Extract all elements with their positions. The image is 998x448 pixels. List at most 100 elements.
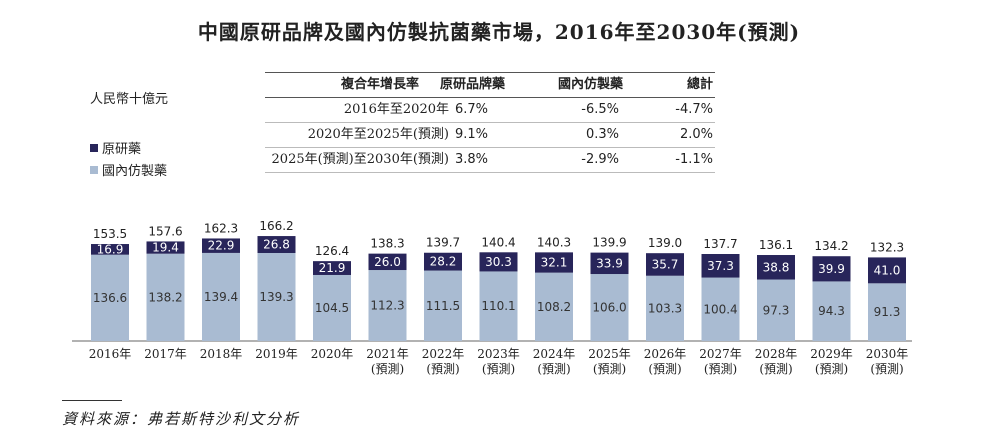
x-tick-note: (預測) xyxy=(759,362,792,376)
cagr-table: 複合年增長率 原研品牌藥 國內仿製藥 總計 2016年至2020年 6.7% -… xyxy=(265,72,715,173)
total-label: 126.4 xyxy=(315,244,349,258)
x-tick-note: (預測) xyxy=(704,362,737,376)
x-tick-label: 2020年 xyxy=(311,347,354,361)
x-tick-note: (預測) xyxy=(815,362,848,376)
x-tick-note: (預測) xyxy=(426,362,459,376)
data-label-originator: 33.9 xyxy=(596,256,623,270)
cagr-originator: 3.8% xyxy=(455,152,489,167)
cagr-header-generic: 國內仿製藥 xyxy=(557,77,623,92)
cagr-originator: 6.7% xyxy=(455,102,489,117)
total-label: 166.2 xyxy=(259,219,293,233)
data-label-generic: 106.0 xyxy=(592,301,626,315)
data-label-generic: 110.1 xyxy=(481,299,515,313)
total-label: 139.0 xyxy=(648,236,682,250)
total-label: 137.7 xyxy=(703,237,737,251)
bar-generic xyxy=(479,271,518,341)
table-row: 2020年至2025年(預測) 9.1% 0.3% 2.0% xyxy=(265,123,715,148)
data-label-generic: 100.4 xyxy=(703,302,737,316)
data-label-originator: 19.4 xyxy=(152,241,179,255)
total-label: 139.7 xyxy=(426,236,460,250)
bar-originator xyxy=(91,244,129,255)
bar-generic xyxy=(701,277,740,341)
x-tick-note: (預測) xyxy=(648,362,681,376)
data-label-generic: 108.2 xyxy=(537,300,571,314)
cagr-table-header: 複合年增長率 原研品牌藥 國內仿製藥 總計 xyxy=(265,72,715,98)
x-tick-label: 2030年 xyxy=(866,347,909,361)
cagr-header-originator: 原研品牌藥 xyxy=(440,77,506,92)
data-label-originator: 22.9 xyxy=(208,239,235,253)
bar-generic xyxy=(368,270,407,341)
cagr-period: 2016年至2020年 xyxy=(343,102,449,117)
legend-label-originator: 原研藥 xyxy=(102,142,142,157)
cagr-period: 2025年(預測)至2030年(預測) xyxy=(271,152,449,167)
total-label: 136.1 xyxy=(759,238,793,252)
data-label-generic: 112.3 xyxy=(370,299,404,313)
bar-originator xyxy=(146,241,185,254)
x-tick-label: 2028年 xyxy=(755,347,798,361)
legend-item-generic: 國內仿製藥 xyxy=(90,160,167,179)
bar-originator xyxy=(368,253,407,271)
bar-generic xyxy=(202,252,240,341)
bar-originator xyxy=(257,236,296,253)
data-label-generic: 111.5 xyxy=(426,299,460,313)
legend-swatch-generic xyxy=(90,166,98,174)
bar-originator xyxy=(646,253,684,276)
cagr-generic: -2.9% xyxy=(581,152,619,167)
bar-generic xyxy=(757,279,795,341)
bar-originator xyxy=(479,252,518,272)
data-label-originator: 28.2 xyxy=(430,255,457,269)
data-label-originator: 38.8 xyxy=(763,260,790,274)
data-label-generic: 104.5 xyxy=(315,301,349,315)
bar-generic xyxy=(91,254,129,341)
source-note: 資料來源：弗若斯特沙利文分析 xyxy=(62,410,301,428)
data-label-generic: 136.6 xyxy=(93,291,127,305)
source-divider xyxy=(62,400,122,401)
x-tick-note: (預測) xyxy=(371,362,404,376)
bar-generic xyxy=(257,252,296,341)
data-label-originator: 26.8 xyxy=(263,238,290,252)
bar-originator xyxy=(202,238,240,253)
bar-generic xyxy=(590,274,629,341)
total-label: 139.9 xyxy=(592,236,626,250)
cagr-generic: -6.5% xyxy=(581,102,619,117)
bar-originator xyxy=(313,261,351,275)
x-tick-label: 2026年 xyxy=(644,347,687,361)
bar-generic xyxy=(313,274,351,341)
bar-originator xyxy=(812,256,851,282)
legend-label-generic: 國內仿製藥 xyxy=(102,164,168,179)
total-label: 140.3 xyxy=(537,235,571,249)
total-label: 140.4 xyxy=(481,235,515,249)
unit-label: 人民幣十億元 xyxy=(90,92,169,107)
data-label-originator: 16.9 xyxy=(97,242,124,256)
cagr-header-period: 複合年增長率 xyxy=(340,77,419,92)
data-label-generic: 94.3 xyxy=(818,304,845,318)
legend-swatch-originator xyxy=(90,144,98,152)
data-label-generic: 91.3 xyxy=(874,305,901,319)
total-label: 138.3 xyxy=(370,237,404,251)
bar-generic xyxy=(146,253,185,341)
data-label-originator: 21.9 xyxy=(319,261,346,275)
bar-generic xyxy=(535,272,573,341)
x-tick-label: 2024年 xyxy=(533,347,576,361)
x-tick-label: 2019年 xyxy=(255,347,298,361)
total-label: 134.2 xyxy=(814,239,848,253)
x-tick-label: 2027年 xyxy=(699,347,742,361)
x-tick-note: (預測) xyxy=(593,362,626,376)
x-tick-label: 2016年 xyxy=(89,347,132,361)
data-label-generic: 138.2 xyxy=(148,290,182,304)
table-row: 2025年(預測)至2030年(預測) 3.8% -2.9% -1.1% xyxy=(265,148,715,173)
data-label-originator: 32.1 xyxy=(541,256,568,270)
bar-originator xyxy=(590,252,629,275)
bar-generic xyxy=(812,281,851,341)
cagr-total: 2.0% xyxy=(679,127,713,142)
cagr-originator: 9.1% xyxy=(455,127,489,142)
data-label-originator: 39.9 xyxy=(818,262,845,276)
bar-originator xyxy=(701,254,740,278)
data-label-generic: 103.3 xyxy=(648,301,682,315)
x-tick-note: (預測) xyxy=(870,362,903,376)
x-tick-label: 2023年 xyxy=(477,347,520,361)
x-tick-label: 2017年 xyxy=(144,347,187,361)
x-tick-label: 2029年 xyxy=(810,347,853,361)
total-label: 132.3 xyxy=(870,240,904,254)
